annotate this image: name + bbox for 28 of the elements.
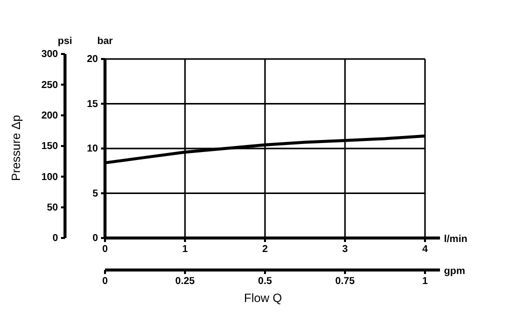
x-tick-label: 4	[422, 244, 428, 256]
y2-tick-label: 100	[41, 172, 58, 183]
y-tick-label: 20	[86, 54, 98, 66]
text: gpm	[444, 266, 466, 277]
text: l/min	[444, 234, 468, 245]
y-tick-label: 0	[92, 233, 98, 244]
y-tick-label: 15	[86, 98, 98, 110]
x2-tick-label: 1	[422, 276, 428, 288]
y2-tick-label: 250	[41, 80, 58, 91]
y-tick-label: 5	[92, 188, 98, 200]
y2-tick-label: 300	[41, 49, 58, 60]
y2-tick-label: 200	[41, 110, 58, 122]
x2-tick-label: 0.75	[335, 276, 356, 288]
text: psi	[58, 36, 72, 47]
x-tick-label: 0	[102, 244, 108, 256]
y2-tick-label: 150	[41, 141, 58, 152]
x-tick-label: 2	[262, 244, 268, 256]
y2-tick-label: 50	[46, 202, 58, 214]
y2-tick-label: 0	[52, 233, 58, 244]
x2-tick-label: 0	[102, 276, 108, 288]
x-tick-label: 1	[182, 244, 188, 256]
x-axis-title: Flow Q	[244, 291, 282, 305]
x2-tick-label: 0.5	[258, 276, 272, 288]
x-tick-label: 3	[342, 244, 348, 256]
text: bar	[97, 36, 113, 47]
y-tick-label: 10	[86, 144, 98, 155]
y2-axis-title: Pressure Δp	[9, 114, 23, 182]
x2-tick-label: 0.25	[175, 276, 196, 288]
